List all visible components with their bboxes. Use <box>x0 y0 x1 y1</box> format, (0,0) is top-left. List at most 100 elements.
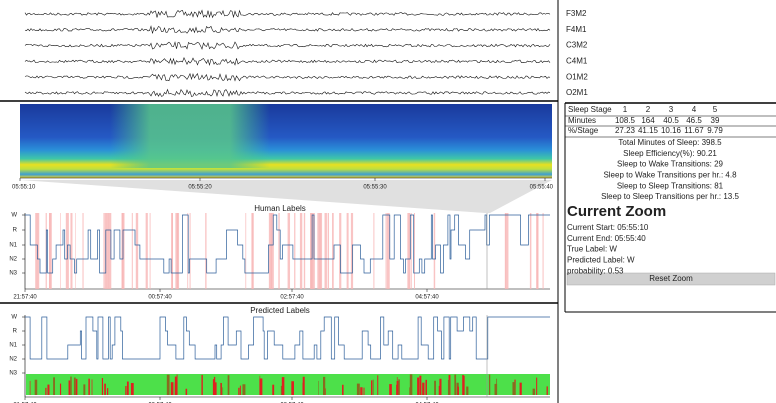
prob-bar <box>222 387 224 395</box>
prob-bar <box>104 383 106 395</box>
stage-label: W <box>11 315 17 321</box>
prob-bar <box>70 376 72 395</box>
label-band <box>407 213 410 289</box>
prob-bar <box>201 374 203 395</box>
prob-bar <box>389 384 392 395</box>
label-band <box>205 213 207 289</box>
zoom-line: Current End: 05:55:40 <box>567 234 646 243</box>
label-band <box>324 213 327 289</box>
label-band <box>245 213 247 289</box>
channel-label: F3M2 <box>566 9 587 18</box>
prob-bar <box>398 379 400 395</box>
prob-bar <box>318 380 319 395</box>
eeg-trace <box>24 72 551 82</box>
zoom-line: Current Start: 05:55:10 <box>567 223 649 232</box>
table-header: 4 <box>692 105 697 114</box>
prob-bar <box>91 379 93 395</box>
stage-label: R <box>13 329 18 335</box>
prob-bar <box>73 377 76 395</box>
prob-bar <box>519 382 522 395</box>
label-band <box>187 213 189 289</box>
eeg-trace <box>24 9 551 19</box>
prob-bar <box>458 386 460 395</box>
stage-label: N2 <box>9 357 17 363</box>
stage-label: R <box>13 228 18 234</box>
channel-label: O1M2 <box>566 72 588 81</box>
label-band <box>433 213 436 289</box>
label-band <box>350 213 354 289</box>
prob-bar <box>170 382 174 395</box>
channel-label: C3M2 <box>566 41 588 50</box>
table-header: 2 <box>646 105 651 114</box>
hypnograms: Human Labels W R N1 N2 N3 21:57:40 00:57:40 02:5… <box>9 204 550 403</box>
panel-title: Predicted Labels <box>250 306 310 315</box>
prob-bar <box>438 385 440 395</box>
prob-bar <box>513 387 516 395</box>
table-header: 3 <box>669 105 674 114</box>
label-band <box>332 213 334 289</box>
summary-line: Sleep to Sleep Transitions per hr.: 13.5 <box>601 192 739 201</box>
prob-bar <box>47 384 50 395</box>
prob-bar <box>239 385 241 395</box>
label-band <box>373 213 375 289</box>
prob-bar <box>417 377 420 395</box>
label-band <box>504 213 506 289</box>
label-band <box>529 213 532 289</box>
label-band <box>505 213 509 289</box>
reset-zoom-label[interactable]: Reset Zoom <box>649 274 693 283</box>
stage-label: N1 <box>9 343 17 349</box>
eeg-trace <box>24 88 551 97</box>
prob-bar <box>242 384 246 395</box>
prob-bar <box>457 386 459 395</box>
label-band <box>36 213 40 289</box>
prob-bar <box>371 380 373 395</box>
time-label: 04:57:40 <box>415 295 439 301</box>
zoom-line: probability: 0.53 <box>567 266 624 275</box>
prob-bar <box>409 387 410 395</box>
prob-bar <box>83 384 86 395</box>
prob-bar <box>75 378 78 395</box>
label-band <box>327 213 329 289</box>
hypnogram-line <box>25 214 550 274</box>
prob-bar <box>439 378 442 395</box>
table-cell: 39 <box>711 116 720 125</box>
prob-bar <box>422 382 425 395</box>
summary-line: Sleep to Wake Transitions: 29 <box>617 160 724 169</box>
label-band <box>408 213 411 289</box>
channel-label: C4M1 <box>566 57 588 66</box>
table-header: Sleep Stage <box>568 105 612 114</box>
prob-bar <box>68 380 70 395</box>
table-cell: 9.79 <box>707 126 723 135</box>
label-band <box>386 213 389 289</box>
time-label: 05:55:10 <box>12 185 36 191</box>
label-band <box>75 213 76 289</box>
label-band <box>318 213 321 289</box>
prob-bar <box>360 387 363 395</box>
prob-bar <box>220 383 222 395</box>
prob-bar <box>489 374 491 395</box>
table-cell: 11.67 <box>684 126 704 135</box>
prob-bar <box>281 377 285 395</box>
stage-label: N3 <box>9 271 17 277</box>
reset-zoom-button[interactable] <box>566 272 776 286</box>
prob-bar <box>372 379 374 395</box>
label-band <box>35 213 38 289</box>
prob-bar <box>356 383 360 395</box>
label-band <box>60 213 61 289</box>
label-band <box>346 213 349 289</box>
label-band <box>70 213 73 289</box>
table-cell: Minutes <box>568 116 596 125</box>
time-label: 05:55:30 <box>363 185 387 191</box>
label-band <box>303 213 306 289</box>
label-band <box>278 213 280 289</box>
prob-bar <box>434 380 436 395</box>
prob-bar <box>396 384 397 395</box>
table-cell: 108.5 <box>615 116 636 125</box>
stage-label: N1 <box>9 243 17 249</box>
label-band <box>251 213 253 289</box>
label-band <box>175 213 179 289</box>
channel-label: F4M1 <box>566 25 587 34</box>
prob-bar <box>238 387 240 395</box>
label-band <box>294 213 296 289</box>
